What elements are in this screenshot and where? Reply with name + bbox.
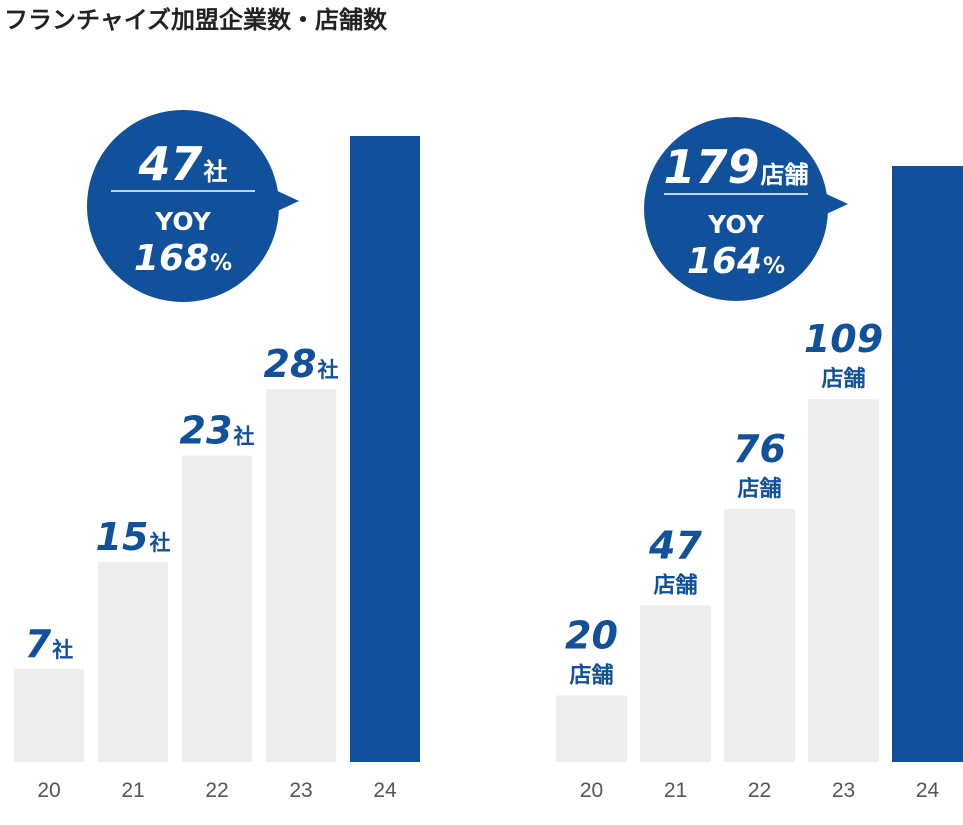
value-label: 7社 bbox=[25, 622, 73, 666]
value-label: 15社 bbox=[96, 515, 171, 559]
callout-total: 47社 bbox=[137, 137, 227, 191]
callout-yoy-number: 164 bbox=[687, 241, 762, 282]
x-tick-label: 21 bbox=[121, 779, 144, 802]
value-label-unit: 社 bbox=[316, 358, 338, 382]
value-label-unit: 店舗 bbox=[569, 662, 613, 688]
callout-yoy-number: 168 bbox=[134, 238, 209, 279]
callout-yoy-label: YOY bbox=[707, 210, 765, 239]
value-label: 28社 bbox=[264, 342, 339, 386]
x-tick-label: 23 bbox=[289, 779, 312, 802]
value-label-unit: 店舗 bbox=[821, 366, 865, 392]
value-label-unit: 店舗 bbox=[653, 573, 697, 599]
x-tick-label: 22 bbox=[205, 779, 228, 802]
callout-circle bbox=[644, 117, 828, 301]
x-tick-label: 22 bbox=[748, 779, 771, 802]
bar-companies-24 bbox=[350, 136, 420, 762]
value-label-number: 109 bbox=[804, 317, 883, 361]
value-label-number: 15 bbox=[96, 515, 149, 559]
x-tick-label: 23 bbox=[832, 779, 855, 802]
x-tick-label: 20 bbox=[37, 779, 60, 802]
callout-pointer bbox=[820, 191, 848, 217]
bar-companies-20 bbox=[14, 668, 84, 762]
callout-pointer bbox=[271, 188, 299, 214]
callout-yoy: 164% bbox=[687, 241, 785, 282]
bar-companies-22 bbox=[182, 455, 252, 762]
callout-total: 179店舗 bbox=[663, 140, 808, 194]
bar-companies-23 bbox=[266, 389, 336, 762]
bar-companies-21 bbox=[98, 562, 168, 762]
callout-total-number: 179 bbox=[663, 140, 759, 194]
callout-yoy-unit: % bbox=[763, 254, 785, 279]
callout-total-number: 47 bbox=[137, 137, 202, 191]
value-label-number: 7 bbox=[25, 622, 52, 666]
value-label-number: 47 bbox=[648, 524, 702, 568]
callout-total-unit: 店舗 bbox=[761, 161, 809, 189]
bar-stores-22 bbox=[724, 508, 795, 762]
value-label: 23社 bbox=[180, 409, 255, 453]
callout-yoy-unit: % bbox=[210, 251, 232, 276]
callout-yoy-label: YOY bbox=[154, 207, 212, 236]
value-label-number: 23 bbox=[180, 409, 233, 453]
bar-stores-23 bbox=[808, 399, 879, 762]
value-label-unit: 社 bbox=[51, 638, 73, 662]
x-tick-label: 24 bbox=[916, 779, 940, 802]
x-tick-label: 20 bbox=[580, 779, 603, 802]
value-label-number: 20 bbox=[565, 613, 618, 657]
callout-circle bbox=[87, 110, 279, 302]
value-label-number: 76 bbox=[733, 427, 786, 471]
x-tick-label: 24 bbox=[373, 779, 397, 802]
bar-stores-21 bbox=[640, 605, 711, 762]
callout-yoy: 168% bbox=[134, 238, 232, 279]
bar-stores-24 bbox=[892, 166, 963, 762]
value-label-unit: 社 bbox=[232, 425, 254, 449]
page-title: フランチャイズ加盟企業数・店舗数 bbox=[4, 6, 388, 34]
bar-stores-20 bbox=[556, 695, 627, 762]
value-label-unit: 社 bbox=[148, 531, 170, 555]
value-label-unit: 店舗 bbox=[737, 476, 781, 502]
value-label-number: 28 bbox=[264, 342, 317, 386]
callout-total-unit: 社 bbox=[204, 158, 228, 186]
x-tick-label: 21 bbox=[664, 779, 687, 802]
